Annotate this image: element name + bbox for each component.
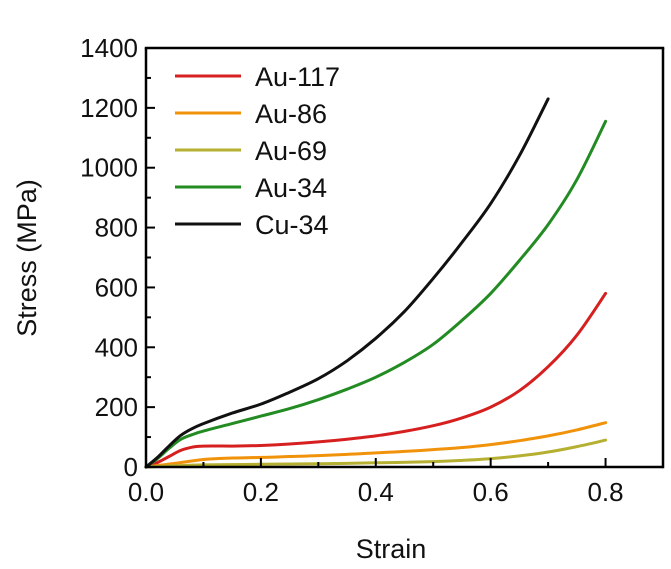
legend-label-au-86: Au-86 (255, 99, 327, 129)
x-tick-label: 0.8 (587, 477, 623, 507)
x-axis-title: Strain (356, 534, 427, 564)
legend-label-cu-34: Cu-34 (255, 210, 329, 240)
y-axis-title: Stress (MPa) (12, 179, 42, 337)
y-tick-label: 400 (95, 332, 138, 362)
y-tick-label: 600 (95, 272, 138, 302)
series-line-cu-34 (144, 97, 550, 469)
series-layer (144, 97, 608, 469)
y-tick-label: 200 (95, 392, 138, 422)
series-line-au-117 (144, 291, 608, 469)
y-tick-label: 1400 (80, 33, 138, 63)
y-tick-label: 1000 (80, 153, 138, 183)
x-tick-label: 0.4 (358, 477, 394, 507)
series-line-au-86 (144, 421, 608, 469)
legend-label-au-117: Au-117 (255, 62, 340, 92)
y-tick-label: 0 (124, 452, 138, 482)
y-tick-label: 800 (95, 213, 138, 243)
y-tick-label: 1200 (80, 93, 138, 123)
series-line-au-34 (144, 119, 608, 469)
x-tick-label: 0.6 (473, 477, 509, 507)
legend: Au-117 Au-86 Au-69 Au-34 Cu-34 (175, 62, 340, 240)
legend-label-au-34: Au-34 (255, 173, 327, 203)
x-tick-label: 0.2 (243, 477, 279, 507)
x-tick-label: 0.0 (128, 477, 164, 507)
legend-label-au-69: Au-69 (255, 136, 327, 166)
axes: 0 200 400 600 800 1000 1200 1400 0.0 0.2 0.4 0.6 0.8 (80, 33, 665, 507)
